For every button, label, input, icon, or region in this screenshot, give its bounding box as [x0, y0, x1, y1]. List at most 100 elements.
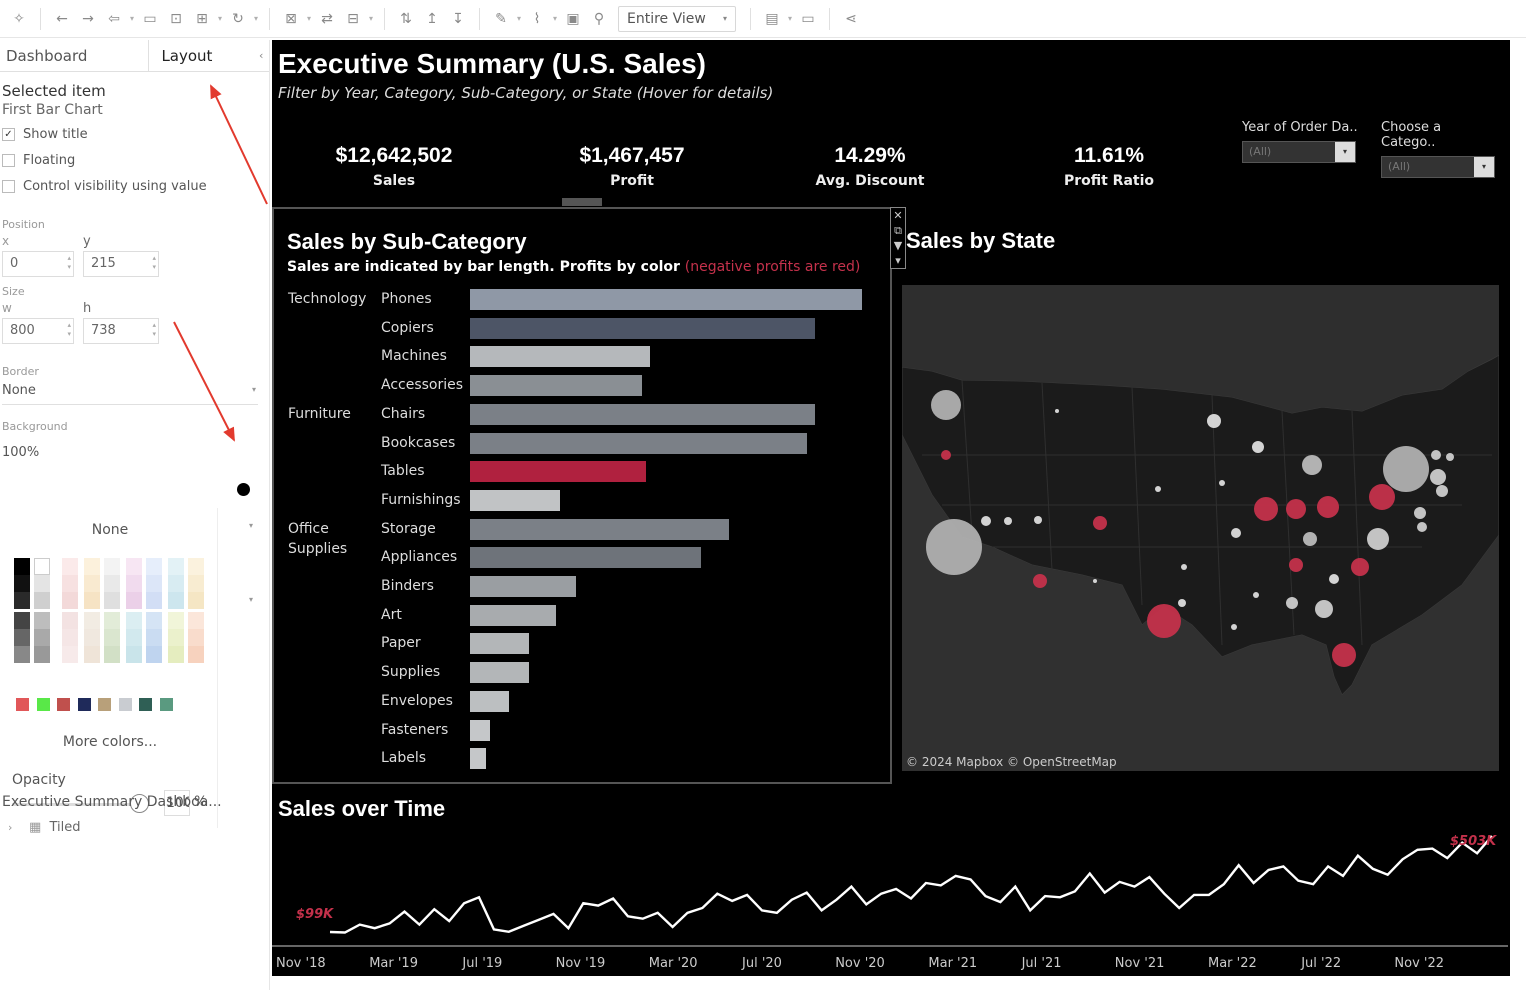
color-swatch[interactable] [84, 629, 100, 646]
color-swatch[interactable] [146, 612, 162, 629]
collapse-panel-icon[interactable]: ‹ [259, 49, 264, 62]
floating-checkbox[interactable] [2, 154, 15, 167]
color-swatch[interactable] [62, 612, 78, 629]
state-bubble[interactable] [1231, 624, 1237, 630]
state-bubble[interactable] [1004, 517, 1012, 525]
color-swatch[interactable] [126, 558, 142, 575]
state-bubble[interactable] [1414, 507, 1426, 519]
bar-mark[interactable] [470, 518, 729, 540]
bar-mark[interactable] [470, 346, 651, 368]
state-bubble[interactable] [1329, 574, 1339, 584]
accent-color-swatch[interactable] [16, 698, 29, 711]
color-swatch[interactable] [14, 575, 30, 592]
chevron-down-icon[interactable]: ▾ [1474, 157, 1494, 177]
color-swatch[interactable] [14, 558, 30, 575]
state-bubble[interactable] [1430, 469, 1446, 485]
stepper-icon[interactable]: ▴ ▾ [152, 254, 156, 271]
opacity-input[interactable]: 100 [164, 790, 190, 816]
color-swatch[interactable] [14, 592, 30, 609]
show-title-row[interactable]: ✓ Show title [2, 127, 88, 142]
filter-year-select[interactable]: (All) ▾ [1242, 141, 1356, 163]
state-bubble[interactable] [931, 390, 961, 420]
color-swatch[interactable] [168, 558, 184, 575]
state-bubble[interactable] [1286, 499, 1306, 519]
clear-sheet-icon[interactable]: ⊟ [347, 10, 359, 27]
state-bubble[interactable] [1436, 485, 1448, 497]
bar-mark[interactable] [470, 461, 647, 483]
stepper-icon[interactable]: ▴ ▾ [67, 254, 71, 271]
filter-icon[interactable]: ▼ [893, 239, 903, 252]
run-update-icon[interactable]: ⊠ [285, 10, 297, 27]
state-bubble[interactable] [1207, 414, 1221, 428]
color-swatch[interactable] [146, 592, 162, 609]
tab-layout[interactable]: Layout [161, 47, 213, 65]
accent-color-swatch[interactable] [139, 698, 152, 711]
bar-mark[interactable] [470, 403, 815, 425]
state-bubble[interactable] [1302, 455, 1322, 475]
state-bubble[interactable] [1093, 516, 1107, 530]
color-swatch[interactable] [104, 592, 120, 609]
filter-category-select[interactable]: (All) ▾ [1381, 156, 1495, 178]
color-swatch[interactable] [188, 592, 204, 609]
color-swatch[interactable] [62, 592, 78, 609]
bar-mark[interactable] [470, 432, 808, 454]
color-swatch[interactable] [104, 629, 120, 646]
presentation-icon[interactable]: ▭ [801, 10, 815, 27]
border-select[interactable]: None ▾ [2, 383, 258, 405]
state-bubble[interactable] [1147, 604, 1181, 638]
color-swatch[interactable] [62, 629, 78, 646]
state-bubble[interactable] [1155, 486, 1161, 492]
labels-icon[interactable]: ▣ [566, 10, 580, 27]
accent-color-swatch[interactable] [159, 698, 173, 711]
sales-line-chart[interactable] [272, 820, 1510, 960]
state-bubble[interactable] [1367, 528, 1389, 550]
state-bubble[interactable] [1315, 600, 1333, 618]
state-bubble[interactable] [1417, 522, 1427, 532]
more-colors-link[interactable]: More colors... [62, 734, 158, 750]
accent-color-swatch[interactable] [98, 698, 111, 711]
color-swatch[interactable] [126, 612, 142, 629]
run-update-caret-icon[interactable]: ▾ [306, 14, 311, 23]
color-swatch[interactable] [104, 646, 120, 663]
group-icon[interactable]: ⌇ [533, 10, 541, 27]
opacity-slider-handle[interactable] [130, 794, 149, 813]
color-swatch[interactable] [168, 592, 184, 609]
color-swatch[interactable] [168, 646, 184, 663]
state-bubble[interactable] [1055, 409, 1059, 413]
redo-icon[interactable]: → [82, 10, 94, 27]
chevron-down-icon[interactable]: ▾ [249, 521, 254, 530]
state-bubble[interactable] [1253, 592, 1259, 598]
state-bubble[interactable] [1332, 643, 1356, 667]
bar-mark[interactable] [470, 576, 576, 597]
close-icon[interactable]: ✕ [893, 209, 903, 222]
control-visibility-row[interactable]: Control visibility using value [2, 179, 207, 194]
fit-select[interactable]: Entire View ▾ [618, 5, 736, 32]
state-bubble[interactable] [1303, 532, 1317, 546]
swap-rows-cols-icon[interactable]: ⇅ [400, 10, 412, 27]
state-bubble[interactable] [1351, 558, 1369, 576]
accent-color-swatch[interactable] [57, 698, 70, 711]
bar-mark[interactable] [470, 748, 486, 770]
color-swatch[interactable] [62, 558, 78, 575]
revert-caret-icon[interactable]: ▾ [129, 14, 134, 23]
color-swatch[interactable] [104, 575, 120, 592]
layout-tree-root[interactable]: Executive Summary Dashboa... [2, 794, 222, 810]
state-bubble[interactable] [1033, 574, 1047, 588]
accent-color-swatch[interactable] [77, 698, 91, 711]
color-swatch[interactable] [34, 629, 50, 646]
color-swatch[interactable] [104, 558, 120, 575]
color-swatch[interactable] [84, 575, 100, 592]
color-swatch[interactable] [188, 629, 204, 646]
new-sheet-caret-icon[interactable]: ▾ [217, 14, 222, 23]
sales-line[interactable] [329, 835, 1493, 934]
color-swatch[interactable] [146, 558, 162, 575]
state-bubble[interactable] [1231, 528, 1241, 538]
state-bubble[interactable] [1093, 579, 1097, 583]
revert-icon[interactable]: ⇦ [108, 10, 120, 27]
bar-mark[interactable] [470, 489, 561, 511]
color-swatch[interactable] [146, 575, 162, 592]
color-swatch[interactable] [84, 612, 100, 629]
no-color-option[interactable]: None [91, 522, 129, 538]
bar-mark[interactable] [470, 662, 529, 684]
state-bubble[interactable] [1219, 480, 1225, 486]
